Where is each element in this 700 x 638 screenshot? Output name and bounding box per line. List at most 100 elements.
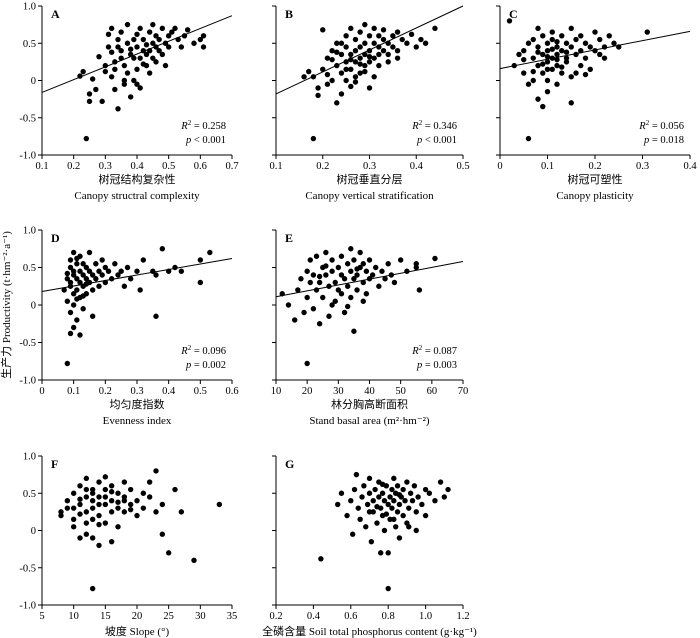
data-point — [544, 66, 551, 73]
data-point — [304, 360, 310, 367]
data-point — [400, 512, 406, 519]
p-annotation: p = 0.003 — [416, 360, 457, 371]
data-point — [301, 309, 307, 316]
data-point — [343, 33, 349, 39]
data-point — [338, 91, 345, 97]
x-tick-label: 70 — [458, 386, 469, 397]
data-point — [413, 509, 419, 515]
x-tick-label: 0 — [39, 386, 44, 397]
data-point — [389, 505, 395, 511]
data-point — [506, 18, 513, 24]
data-point — [370, 498, 376, 504]
data-point — [530, 68, 536, 75]
data-point — [102, 486, 109, 493]
data-point — [70, 324, 77, 331]
data-point — [99, 272, 105, 278]
panel-g: 0.2 0.4 0.6 0.8 1.0 1.2 G 全磷含量 Soil total phosp… — [262, 455, 477, 638]
data-point — [376, 62, 382, 69]
data-point — [332, 279, 338, 286]
data-point — [124, 40, 131, 46]
data-point — [115, 44, 121, 50]
data-point — [344, 283, 351, 289]
data-point — [89, 272, 96, 278]
data-point — [352, 48, 359, 54]
data-point — [360, 279, 366, 286]
data-point — [83, 509, 90, 515]
data-point — [366, 490, 373, 496]
data-point — [102, 501, 109, 508]
data-point — [207, 249, 213, 256]
x-axis-label-cn: 林分胸高断面积 — [331, 397, 408, 411]
data-point — [357, 516, 363, 523]
data-point — [324, 81, 331, 87]
data-point — [105, 268, 112, 274]
data-point — [353, 471, 360, 478]
data-point — [380, 27, 387, 33]
data-point — [121, 479, 128, 485]
data-point — [366, 509, 373, 515]
data-point — [521, 70, 527, 76]
data-point — [146, 70, 153, 76]
data-point — [376, 44, 382, 50]
data-point — [316, 321, 323, 327]
data-point — [578, 33, 584, 39]
data-point — [348, 66, 354, 73]
x-tick-label: 0.6 — [194, 161, 207, 172]
data-point — [341, 309, 348, 316]
p-annotation: p < 0.001 — [185, 135, 226, 146]
data-point — [364, 501, 371, 508]
data-point — [306, 68, 312, 75]
y-tick-label: 0 — [31, 76, 36, 87]
data-point — [592, 29, 598, 35]
x-tick-label: 10 — [271, 386, 282, 397]
data-point — [77, 501, 83, 508]
data-point — [366, 59, 373, 65]
data-point — [348, 268, 354, 274]
x-axis-label-en: Stand basal area (m²·hm⁻²) — [309, 415, 430, 427]
data-point — [70, 302, 77, 308]
panel-label: B — [285, 7, 293, 21]
data-point — [544, 88, 551, 95]
data-point — [89, 585, 96, 592]
data-point — [74, 317, 80, 323]
data-point — [115, 36, 121, 43]
data-point — [587, 44, 593, 50]
p-annotation: p = 0.002 — [185, 360, 226, 371]
fit-line — [41, 258, 233, 292]
data-point — [352, 74, 359, 80]
data-point — [70, 249, 77, 256]
data-point — [389, 486, 395, 493]
data-point — [304, 268, 310, 274]
data-point — [354, 287, 360, 293]
data-point — [338, 490, 345, 496]
x-axis-label: 全磷含量 Soil total phosphorus content (g·kg… — [262, 624, 477, 638]
x-axis-label-en: Canopy plasticity — [556, 190, 634, 202]
data-point — [544, 53, 551, 60]
data-point — [115, 505, 121, 511]
data-point — [124, 70, 131, 76]
data-point — [169, 29, 175, 35]
x-tick-label: 20 — [132, 611, 143, 622]
data-point — [334, 49, 340, 55]
data-point — [578, 62, 584, 69]
x-tick-label: 0.3 — [636, 161, 649, 172]
x-tick-label: 25 — [163, 611, 174, 622]
data-point — [102, 494, 109, 500]
data-point — [359, 494, 365, 500]
data-point — [540, 61, 546, 67]
data-point — [329, 48, 335, 54]
y-tick-label: -1.0 — [19, 376, 36, 387]
data-point — [559, 33, 565, 39]
y-tick-label: 0.5 — [23, 39, 36, 50]
data-point — [77, 268, 83, 274]
data-point — [343, 44, 349, 50]
x-axis-label-en: Evenness index — [103, 415, 172, 427]
data-point — [108, 49, 115, 55]
data-point — [376, 51, 382, 58]
data-point — [64, 505, 71, 511]
data-point — [597, 36, 603, 43]
data-point — [351, 257, 357, 263]
data-point — [525, 135, 532, 142]
data-point — [70, 268, 77, 274]
